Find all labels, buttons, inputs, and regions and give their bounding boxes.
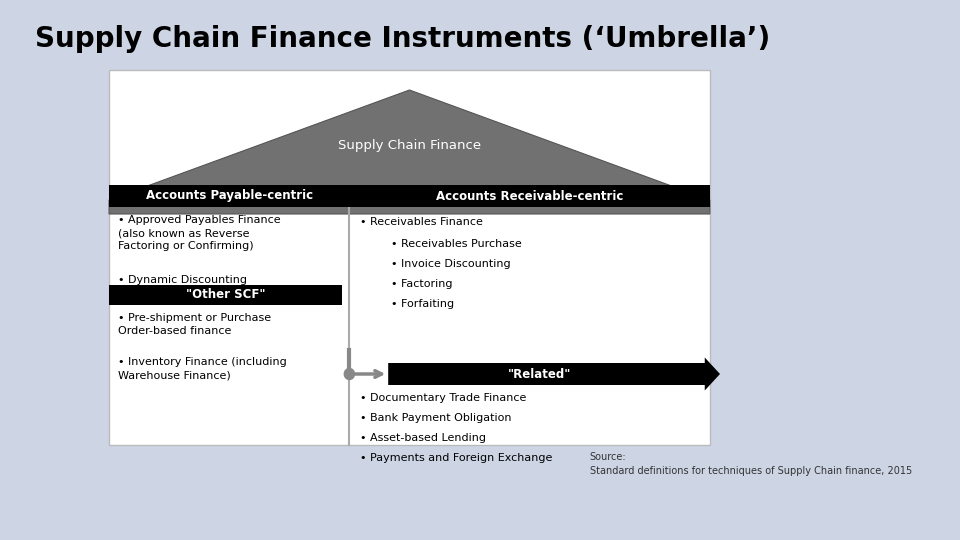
Text: • Bank Payment Obligation: • Bank Payment Obligation — [360, 413, 512, 423]
Bar — [109, 185, 349, 207]
Text: • Payments and Foreign Exchange: • Payments and Foreign Exchange — [360, 453, 553, 463]
Text: • Dynamic Discounting: • Dynamic Discounting — [118, 275, 248, 285]
Text: • Receivables Finance: • Receivables Finance — [360, 217, 483, 227]
FancyBboxPatch shape — [388, 357, 720, 390]
Text: • Pre-shipment or Purchase
Order-based finance: • Pre-shipment or Purchase Order-based f… — [118, 313, 272, 336]
Bar — [109, 285, 342, 305]
Text: Source:
Standard definitions for techniques of Supply Chain finance, 2015: Source: Standard definitions for techniq… — [589, 452, 912, 476]
Text: Supply Chain Finance Instruments (‘Umbrella’): Supply Chain Finance Instruments (‘Umbre… — [36, 25, 770, 53]
Text: "Related": "Related" — [508, 368, 571, 381]
Text: • Factoring: • Factoring — [377, 279, 452, 289]
Text: • Asset-based Lending: • Asset-based Lending — [360, 433, 487, 443]
Text: "Other SCF": "Other SCF" — [186, 288, 265, 301]
Text: Accounts Payable-centric: Accounts Payable-centric — [146, 190, 313, 202]
Text: • Inventory Finance (including
Warehouse Finance): • Inventory Finance (including Warehouse… — [118, 357, 287, 380]
Text: Accounts Receivable-centric: Accounts Receivable-centric — [436, 190, 623, 202]
Text: • Documentary Trade Finance: • Documentary Trade Finance — [360, 393, 527, 403]
Bar — [349, 185, 709, 207]
Text: • Approved Payables Finance
(also known as Reverse
Factoring or Confirming): • Approved Payables Finance (also known … — [118, 215, 281, 252]
Bar — [109, 70, 709, 445]
Text: • Receivables Purchase: • Receivables Purchase — [377, 239, 522, 249]
Text: • Forfaiting: • Forfaiting — [377, 299, 454, 309]
Text: • Invoice Discounting: • Invoice Discounting — [377, 259, 511, 269]
Text: Supply Chain Finance: Supply Chain Finance — [338, 138, 481, 152]
Polygon shape — [109, 90, 709, 214]
Circle shape — [345, 368, 354, 380]
